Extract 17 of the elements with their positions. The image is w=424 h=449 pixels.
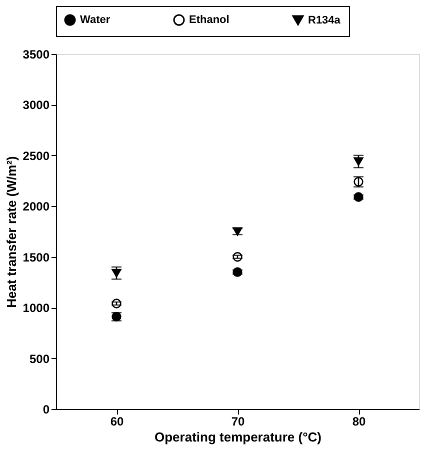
y-tick-label: 0: [42, 402, 50, 416]
legend-label: Ethanol: [189, 14, 230, 26]
x-tick-label: 70: [231, 414, 245, 428]
y-axis-title: Heat transfer rate (W/m²): [4, 156, 19, 308]
y-tick-label: 1000: [22, 301, 50, 316]
x-tick-label: 80: [352, 414, 366, 428]
y-tick-label: 3500: [22, 48, 50, 62]
y-tick-label: 3000: [22, 98, 50, 112]
x-axis-title: Operating temperature (°C): [154, 430, 322, 444]
x-tick-label: 60: [110, 414, 124, 428]
y-tick-label: 2000: [22, 200, 50, 214]
y-tick-label: 1500: [22, 250, 50, 264]
point: [354, 157, 364, 166]
legend-label: R134a: [308, 14, 342, 26]
y-tick-label: 2500: [22, 148, 50, 163]
y-tick-label: 500: [29, 352, 50, 366]
legend-label: Water: [80, 14, 111, 26]
